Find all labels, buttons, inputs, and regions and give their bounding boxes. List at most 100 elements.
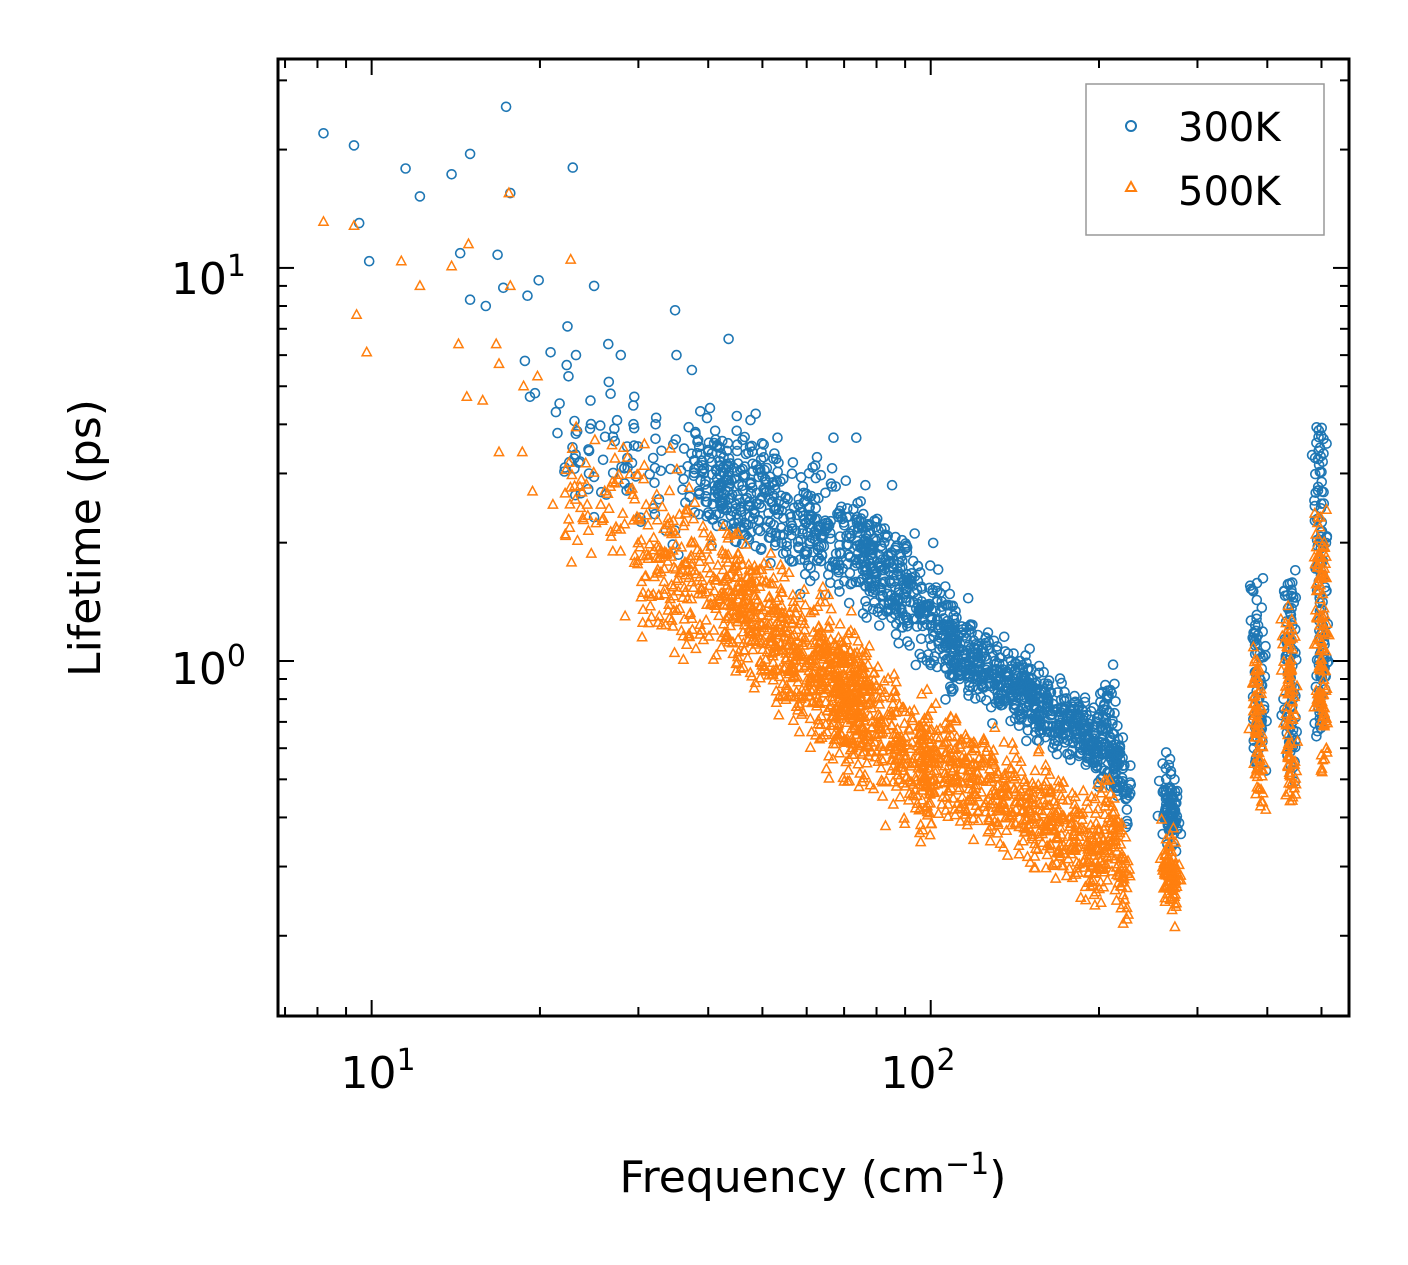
point-500k <box>1251 664 1263 676</box>
point-500k <box>726 636 738 648</box>
point-500k <box>917 762 930 774</box>
point-500k <box>1320 503 1333 514</box>
point-300k <box>1047 742 1059 754</box>
point-500k <box>903 723 916 735</box>
point-500k <box>932 807 945 818</box>
point-500k <box>1044 842 1056 853</box>
point-500k <box>1018 773 1031 785</box>
point-500k <box>526 484 539 496</box>
point-500k <box>1276 637 1289 649</box>
point-300k <box>529 387 541 399</box>
point-300k <box>628 418 639 430</box>
point-300k <box>756 437 768 449</box>
point-300k <box>985 678 997 689</box>
point-500k <box>689 564 701 575</box>
point-300k <box>944 669 956 681</box>
point-500k <box>875 720 887 732</box>
point-500k <box>666 614 678 625</box>
point-300k <box>825 577 836 589</box>
point-500k <box>658 562 671 574</box>
point-500k <box>814 588 827 600</box>
point-300k <box>730 503 742 514</box>
point-500k <box>799 684 812 695</box>
point-300k <box>815 469 827 481</box>
point-500k <box>627 488 639 499</box>
point-500k <box>758 660 771 672</box>
point-300k <box>1065 754 1076 766</box>
point-500k <box>1050 831 1062 843</box>
point-500k <box>872 660 884 672</box>
point-500k <box>745 571 757 583</box>
point-300k <box>739 431 751 443</box>
point-500k <box>691 543 704 555</box>
point-300k <box>850 432 862 444</box>
point-300k <box>632 441 644 452</box>
point-500k <box>1054 821 1067 833</box>
point-300k <box>1025 690 1037 702</box>
point-500k <box>1019 822 1032 834</box>
point-500k <box>707 653 720 664</box>
point-300k <box>1084 737 1095 749</box>
point-500k <box>1249 670 1261 682</box>
point-500k <box>1110 894 1123 905</box>
point-300k <box>602 338 614 350</box>
point-300k <box>809 534 821 546</box>
point-300k <box>840 475 852 487</box>
point-300k <box>750 408 762 420</box>
point-300k <box>902 614 913 626</box>
point-500k <box>939 766 952 778</box>
point-300k <box>1107 659 1119 671</box>
point-300k <box>723 333 734 345</box>
point-300k <box>1100 722 1111 734</box>
point-300k <box>859 580 871 591</box>
point-500k <box>720 629 733 641</box>
point-500k <box>1283 785 1295 797</box>
point-500k <box>647 531 660 543</box>
point-500k <box>921 808 934 820</box>
point-500k <box>921 805 934 817</box>
point-500k <box>808 604 821 616</box>
point-500k <box>796 610 808 622</box>
point-500k <box>756 574 769 586</box>
point-500k <box>805 652 818 664</box>
point-500k <box>863 729 876 741</box>
point-500k <box>1251 723 1264 734</box>
point-500k <box>618 517 631 529</box>
point-500k <box>1276 629 1289 641</box>
data-points <box>317 101 1335 932</box>
point-500k <box>922 709 934 720</box>
point-500k <box>834 617 846 629</box>
point-500k <box>731 615 744 627</box>
point-500k <box>476 393 489 405</box>
point-500k <box>1039 758 1052 770</box>
point-300k <box>972 657 984 668</box>
point-500k <box>662 603 674 615</box>
point-300k <box>1051 720 1062 731</box>
point-300k <box>1100 748 1111 760</box>
point-300k <box>933 638 945 650</box>
point-300k <box>767 477 778 489</box>
point-500k <box>959 808 972 819</box>
point-500k <box>923 787 936 799</box>
point-300k <box>968 635 980 646</box>
point-500k <box>1283 640 1295 652</box>
point-500k <box>997 840 1010 852</box>
point-300k <box>755 544 767 556</box>
point-300k <box>567 162 579 173</box>
point-500k <box>719 548 732 559</box>
point-300k <box>714 455 725 467</box>
point-500k <box>1017 834 1029 846</box>
point-500k <box>1314 592 1327 604</box>
point-500k <box>1315 764 1327 775</box>
point-500k <box>725 599 737 611</box>
point-500k <box>956 763 969 774</box>
legend-marker-500k <box>1124 179 1138 192</box>
point-300k <box>876 543 888 555</box>
point-300k <box>1282 578 1294 590</box>
point-500k <box>603 502 615 513</box>
point-500k <box>907 789 920 801</box>
point-500k <box>723 528 736 540</box>
point-300k <box>992 692 1004 704</box>
point-500k <box>395 254 408 266</box>
point-300k <box>1256 602 1268 614</box>
